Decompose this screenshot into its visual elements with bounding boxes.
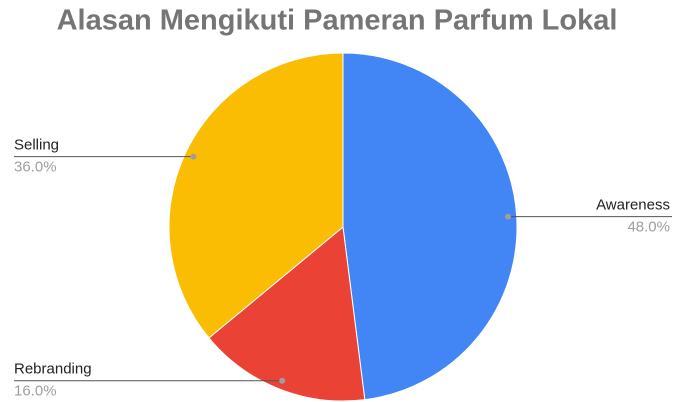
leader-dot — [190, 153, 197, 160]
pie-slice — [168, 52, 344, 339]
leader-dot — [504, 213, 511, 220]
slice-label: Selling — [14, 137, 59, 154]
chart-title: Alasan Mengikuti Pameran Parfum Lokal — [57, 5, 618, 37]
leader-dot — [279, 377, 286, 384]
pie-slice — [208, 226, 366, 402]
slice-label: Rebranding — [14, 361, 92, 378]
slice-value-label: 16.0% — [14, 383, 57, 400]
slice-value-label: 36.0% — [14, 159, 57, 176]
slice-label: Awareness — [596, 197, 670, 214]
slice-value-label: 48.0% — [627, 219, 670, 236]
pie-slice — [342, 52, 518, 401]
